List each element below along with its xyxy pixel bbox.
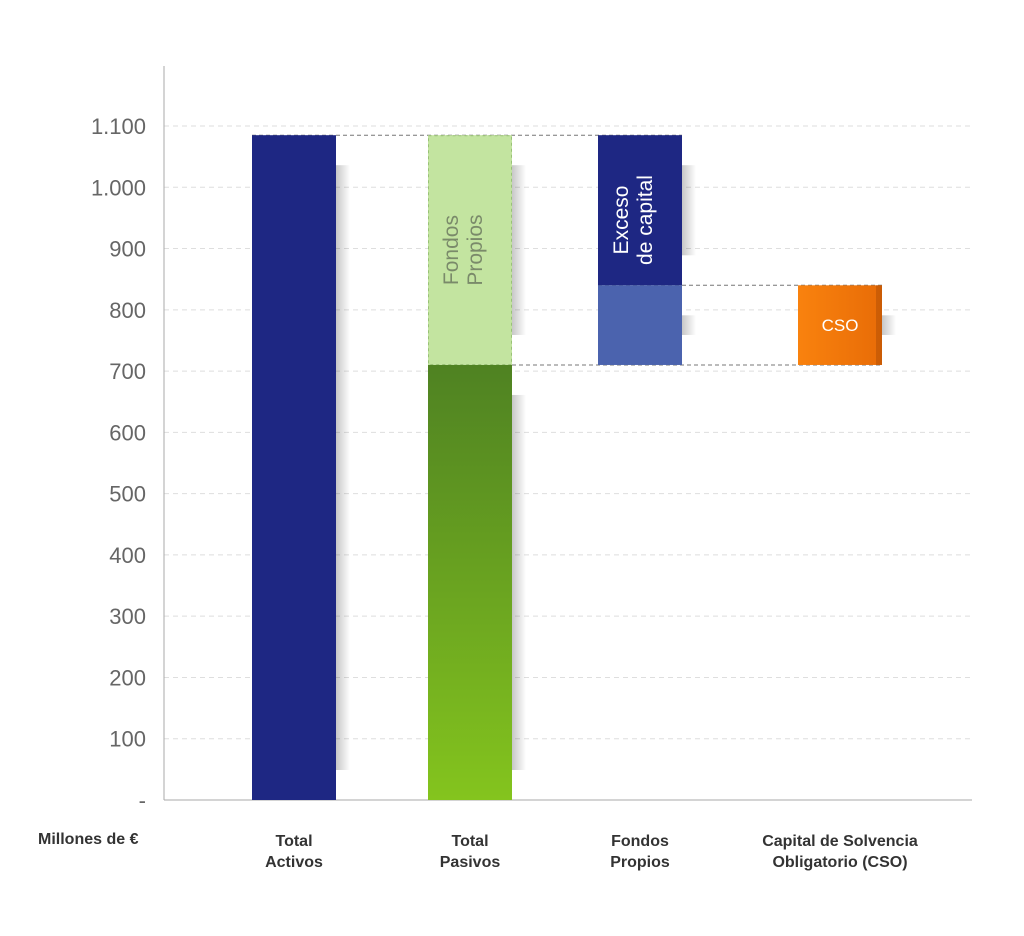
x-category-label: Total Activos [265, 833, 323, 871]
fondos-propios-segment: FondosPropios [428, 135, 526, 365]
unit-label: Millones de € [38, 831, 139, 848]
fondos-propios-segment-rect [428, 135, 512, 365]
exceso-capital-segment-label: Excesode capital [610, 175, 657, 265]
exceso-capital-segment-rect [598, 135, 682, 286]
total-activos-bar [252, 135, 350, 800]
bar-edge [876, 285, 882, 365]
cso-bar: CSO [798, 285, 896, 365]
bars: FondosPropios Excesode capital CSO [252, 135, 896, 800]
bar-shadow [682, 315, 696, 335]
y-tick-label: 700 [109, 359, 146, 384]
bar-shadow [512, 394, 526, 770]
cso-covered-segment-rect [598, 285, 682, 365]
x-category-label: Fondos Propios [610, 833, 670, 871]
y-tick-label: 500 [109, 482, 146, 507]
total-pasivos-bar [428, 364, 526, 800]
exceso-capital-segment: Excesode capital [598, 135, 696, 286]
y-tick-label: 300 [109, 604, 146, 629]
y-tick-label: 1.000 [91, 175, 146, 200]
total-pasivos-bar-rect [428, 364, 512, 800]
y-tick-label: 800 [109, 298, 146, 323]
y-tick-label: 1.100 [91, 114, 146, 139]
cso-bar-rect [798, 285, 882, 365]
y-tick-label: - [139, 788, 146, 813]
x-category-label: Total Pasivos [439, 833, 501, 871]
y-tick-labels: - 100 200 300 400 500 600 700 800 900 1.000 1.100 [91, 114, 146, 813]
cso-bar-label: CSO [822, 316, 859, 335]
bar-shadow [512, 165, 526, 335]
y-tick-label: 100 [109, 727, 146, 752]
y-tick-label: 200 [109, 665, 146, 690]
y-tick-label: 600 [109, 420, 146, 445]
bar-shadow [682, 165, 696, 256]
fondos-propios-segment-label: FondosPropios [440, 214, 487, 285]
total-activos-bar-rect [252, 135, 336, 800]
bar-shadow [336, 165, 350, 770]
y-tick-label: 900 [109, 237, 146, 262]
cso-covered-segment [598, 285, 696, 365]
bar-shadow [882, 315, 896, 335]
x-category-label: Capital de Solvencia Obligatorio (CSO) [762, 833, 918, 871]
y-tick-label: 400 [109, 543, 146, 568]
